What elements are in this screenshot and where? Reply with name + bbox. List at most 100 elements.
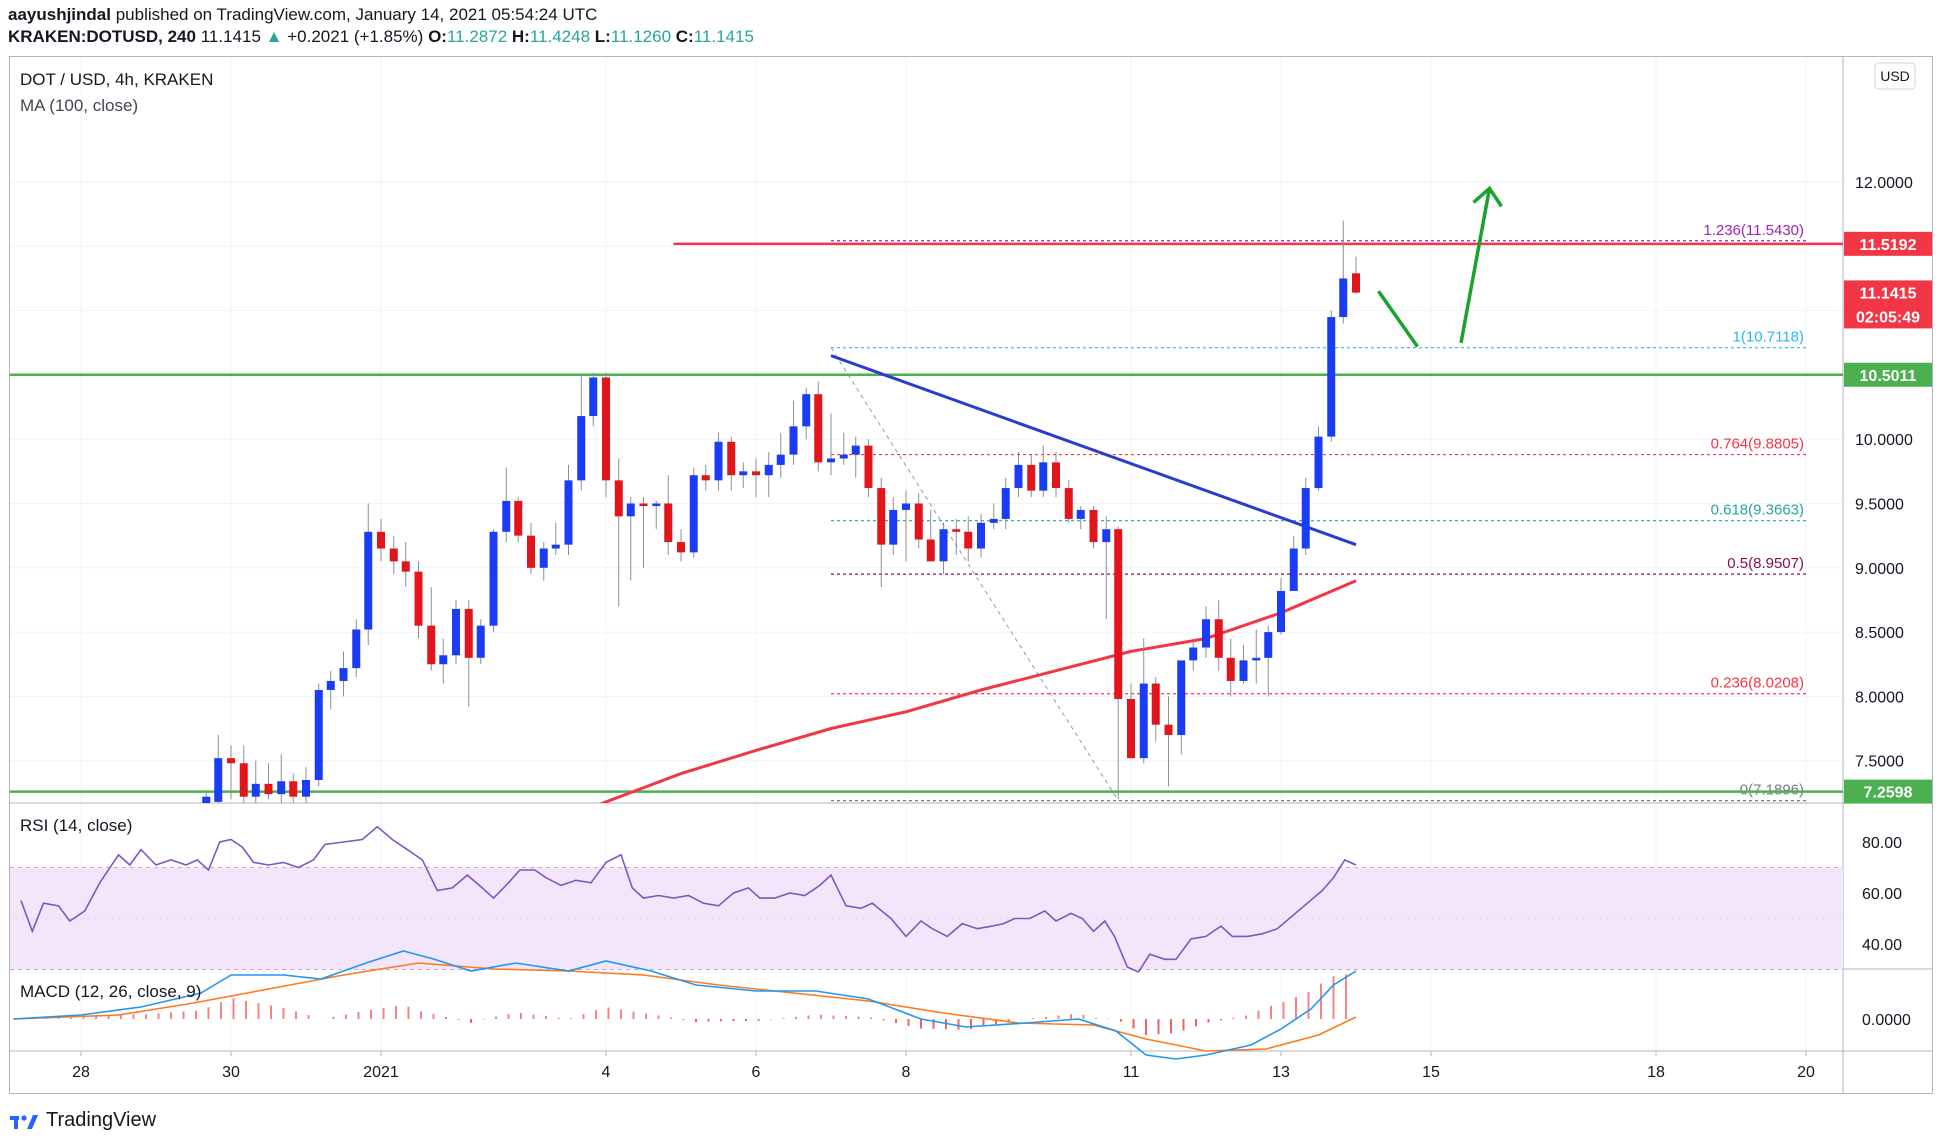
price-pane: 1.236(11.5430) 1(10.7118) 0.764(9.8805) 0.6… [10,185,1843,803]
candle-body [727,441,736,476]
candle-body [1301,488,1310,549]
fib-level-label: 0.618(9.3663) [1711,502,1804,519]
candle-body [1239,660,1248,681]
level-price-tag: 7.2598 [1864,785,1913,802]
candle-body [352,629,361,669]
candle-body [564,480,573,545]
bearish-trendline [830,354,1357,547]
macd-signal-line [13,962,1357,1052]
symbol-interval: KRAKEN:DOTUSD, 240 [8,27,196,46]
candle-body [414,571,423,626]
tradingview-logo-icon [10,1115,38,1129]
candle-body [889,509,898,545]
x-tick-label: 15 [1422,1064,1440,1081]
candle-body [1164,724,1173,735]
candle-body [739,471,748,476]
candle-body [202,796,211,803]
chart-header: aayushjindal published on TradingView.co… [8,4,1938,48]
author-name[interactable]: aayushjindal [8,5,111,24]
x-tick-label: 18 [1647,1064,1665,1081]
candle-body [1177,660,1186,735]
rsi-tick-label: 80.00 [1862,835,1902,852]
rsi-line [20,825,1357,974]
candle-body [227,758,235,764]
rsi-pane [10,825,1843,974]
price-tick-label: 8.0000 [1855,689,1904,706]
candle-body [864,445,873,489]
candle-body [914,503,923,540]
candle-body [776,454,785,465]
candle-body [714,441,723,481]
candle-body [1339,278,1348,318]
candle-body [602,377,610,481]
candle-body [1314,436,1323,489]
rsi-tick-label: 40.00 [1862,937,1902,954]
candle-body [427,625,436,665]
candle-body [814,394,823,463]
candle-body [1352,273,1360,293]
candle-body [626,503,635,517]
candle-body [539,548,548,568]
candle-body [489,531,498,626]
chart-frame[interactable]: 1.236(11.5430) 1(10.7118) 0.764(9.8805) 0.6… [9,56,1933,1094]
candle-body [264,783,273,795]
symbol-line: KRAKEN:DOTUSD, 240 11.1415 ▲ +0.2021 (+1… [8,26,1938,48]
forecast-down-leg [1377,290,1419,348]
candle-body [764,464,773,476]
price-tick-label: 10.0000 [1855,432,1913,449]
rsi-legend: RSI (14, close) [20,816,132,835]
tradingview-brand[interactable]: TradingView [46,1108,157,1131]
candle-body [1202,619,1210,648]
candle-body [752,471,760,476]
low-value: 11.1260 [610,27,672,46]
candle-body [314,689,323,780]
candle-body [1289,548,1298,591]
x-tick-label: 30 [222,1064,240,1081]
candle-body [214,758,223,802]
candle-body [452,608,460,656]
low-label: L: [594,27,611,46]
candle-body [1127,698,1135,759]
candle-body [1001,488,1010,519]
publish-line: aayushjindal published on TradingView.co… [8,4,1938,26]
price-tick-label: 8.5000 [1855,625,1904,642]
candle-body [1039,462,1048,491]
candle-body [639,503,648,507]
candle-body [789,426,798,455]
x-tick-label: 8 [902,1064,911,1081]
candle-body [851,445,860,455]
candle-body [439,655,448,665]
candle-body [239,763,248,797]
macd-line [13,950,1357,1060]
candle-body [289,781,298,797]
chart-canvas[interactable]: 1.236(11.5430) 1(10.7118) 0.764(9.8805) 0.6… [10,57,1932,1093]
candle-body [1264,632,1273,658]
candle-body [551,544,560,549]
x-tick-label: 6 [752,1064,761,1081]
candle-body [877,488,886,545]
candle-body [514,500,523,536]
candle-body [1114,529,1123,699]
published-text: published on TradingView.com, January 14… [115,5,598,24]
candle-body [502,500,511,532]
candle-body [1102,529,1111,543]
price-tick-label: 7.5000 [1855,754,1904,771]
x-tick-label: 20 [1797,1064,1815,1081]
fib-level-label: 0(7.1896) [1740,782,1804,799]
rsi-band [10,867,1843,970]
up-triangle-icon: ▲ [265,27,283,46]
candle-body [977,522,985,549]
candle-body [364,531,373,630]
close-value: 11.1415 [693,27,754,46]
candle-body [1014,464,1023,489]
candle-body [1252,657,1261,661]
x-tick-label: 2021 [363,1064,399,1081]
fib-level-label: 1(10.7118) [1733,329,1804,346]
candles [202,220,1360,803]
rsi-tick-label: 60.00 [1862,886,1902,903]
candle-body [577,416,586,481]
candle-body [677,542,685,553]
candle-body [1277,590,1285,633]
last-price-tag-bg [1844,280,1932,329]
x-tick-label: 4 [602,1064,611,1081]
